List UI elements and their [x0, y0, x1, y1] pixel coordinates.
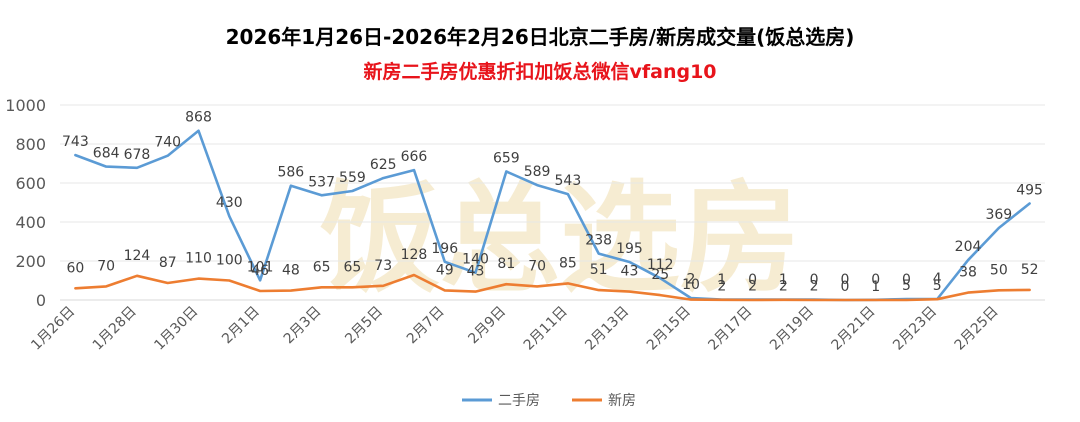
x-axis: 1月26日 1月28日 1月30日 2月1日 2月3日 2月5日 2月7日 2月9日 2月11日… — [28, 304, 1001, 354]
data-label: 112 — [647, 257, 674, 273]
data-label: 740 — [154, 135, 181, 151]
data-label: 52 — [1021, 262, 1039, 278]
y-axis: 0 200 400 600 800 1000 — [5, 96, 46, 310]
x-tick-label: 1月30日 — [151, 304, 201, 354]
data-label: 65 — [344, 259, 362, 275]
data-label: 70 — [528, 258, 546, 274]
data-label: 196 — [431, 241, 458, 257]
data-label: 204 — [955, 239, 982, 255]
data-label: 140 — [462, 252, 489, 268]
data-label: 659 — [493, 150, 520, 166]
data-label: 0 — [840, 279, 849, 295]
data-label: 868 — [185, 110, 212, 126]
data-label: 5 — [933, 278, 942, 294]
data-label: 589 — [524, 164, 551, 180]
data-label: 10 — [682, 277, 700, 293]
data-label: 0 — [871, 272, 880, 288]
data-label: 65 — [313, 259, 331, 275]
data-label: 73 — [374, 258, 392, 274]
legend-label: 二手房 — [498, 393, 540, 409]
x-tick-label: 2月9日 — [465, 304, 509, 348]
data-label: 110 — [185, 251, 212, 267]
x-tick-label: 2月1日 — [219, 304, 263, 348]
data-label: 0 — [810, 272, 819, 288]
data-label: 25 — [651, 267, 669, 283]
data-label: 1 — [871, 279, 880, 295]
data-label: 195 — [616, 241, 643, 257]
data-label: 85 — [559, 255, 577, 271]
data-label: 4 — [933, 271, 942, 287]
data-label: 38 — [959, 265, 977, 281]
data-label: 666 — [401, 149, 428, 165]
series-line-newhome — [74, 273, 1031, 302]
data-label: 743 — [62, 134, 89, 150]
series-group — [74, 129, 1031, 302]
x-tick-label: 2月7日 — [404, 304, 448, 348]
data-label: 625 — [370, 157, 397, 173]
y-tick-label: 600 — [15, 174, 46, 193]
data-label: 70 — [97, 258, 115, 274]
data-label: 48 — [282, 263, 300, 279]
data-label: 46 — [251, 263, 269, 279]
y-tick-label: 400 — [15, 213, 46, 232]
y-tick-label: 0 — [36, 291, 46, 310]
data-label: 100 — [216, 253, 243, 269]
data-label: 87 — [159, 255, 177, 271]
watermark: 饭总选房 — [320, 170, 800, 309]
legend-label: 新房 — [608, 393, 636, 409]
x-tick-label: 2月15日 — [644, 304, 694, 354]
x-tick-label: 1月26日 — [28, 304, 78, 354]
chart-title: 2026年1月26日-2026年2月26日北京二手房/新房成交量(饭总选房) — [226, 25, 855, 49]
y-tick-label: 800 — [15, 135, 46, 154]
data-label: 43 — [467, 264, 485, 280]
x-tick-label: 2月5日 — [342, 304, 386, 348]
data-label: 43 — [621, 264, 639, 280]
gridlines — [60, 104, 1045, 301]
data-label: 51 — [590, 262, 608, 278]
data-label: 369 — [985, 207, 1012, 223]
data-label: 2 — [779, 279, 788, 295]
x-tick-label: 2月3日 — [281, 304, 325, 348]
data-label: 128 — [401, 247, 428, 263]
data-label: 5 — [902, 278, 911, 294]
data-label: 430 — [216, 195, 243, 211]
data-label: 586 — [277, 165, 304, 181]
data-label: 2 — [810, 279, 819, 295]
y-tick-label: 1000 — [5, 96, 46, 115]
data-label: 543 — [555, 173, 582, 189]
data-label: 101 — [247, 259, 274, 275]
x-tick-label: 2月23日 — [890, 304, 940, 354]
data-label: 559 — [339, 170, 366, 186]
data-label: 1 — [779, 272, 788, 288]
x-tick-label: 2月13日 — [582, 304, 632, 354]
x-tick-label: 1月28日 — [90, 304, 140, 354]
data-label: 678 — [124, 147, 151, 163]
data-label: 0 — [748, 272, 757, 288]
y-tick-label: 200 — [15, 252, 46, 271]
data-label: 238 — [585, 233, 612, 249]
data-label: 2 — [687, 272, 696, 288]
x-tick-label: 2月21日 — [829, 304, 879, 354]
x-tick-label: 2月11日 — [521, 304, 571, 354]
data-label: 124 — [124, 248, 151, 264]
data-label: 50 — [990, 262, 1008, 278]
legend: 二手房 新房 — [462, 393, 636, 409]
data-label: 537 — [308, 174, 335, 190]
data-label: 2 — [717, 279, 726, 295]
x-tick-label: 2月19日 — [767, 304, 817, 354]
data-label: 684 — [93, 146, 120, 162]
data-label: 81 — [497, 256, 515, 272]
data-label: 60 — [66, 260, 84, 276]
data-label: 0 — [840, 272, 849, 288]
data-label: 1 — [717, 272, 726, 288]
x-tick-label: 2月17日 — [705, 304, 755, 354]
chart-subtitle: 新房二手房优惠折扣加饭总微信vfang10 — [363, 60, 716, 83]
data-label: 2 — [748, 279, 757, 295]
data-label: 49 — [436, 262, 454, 278]
data-label: 495 — [1016, 182, 1043, 198]
x-tick-label: 2月25日 — [952, 304, 1002, 354]
data-label: 0 — [902, 272, 911, 288]
